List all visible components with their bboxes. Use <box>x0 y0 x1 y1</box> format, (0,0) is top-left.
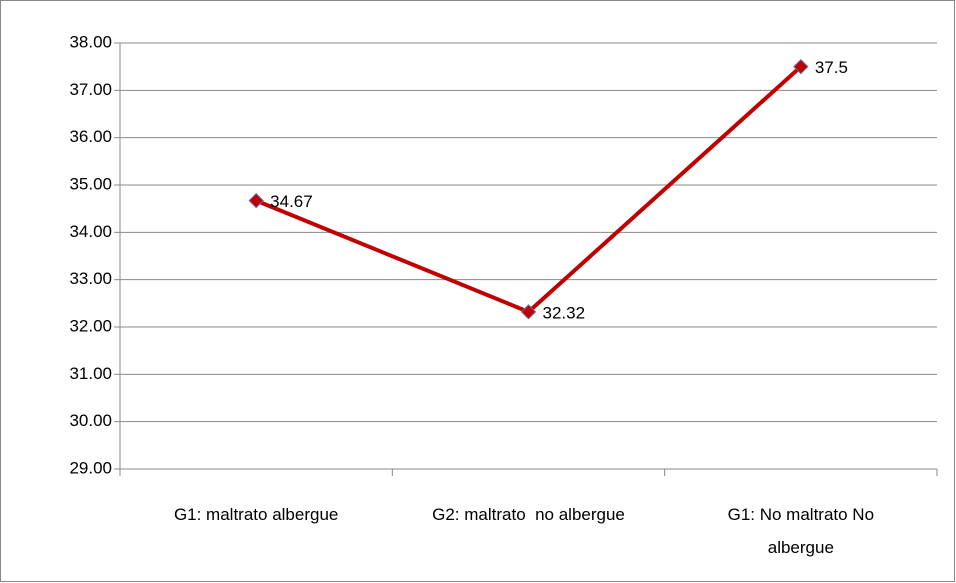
y-tick-label: 35.00 <box>69 174 112 193</box>
y-tick-label: 30.00 <box>69 411 112 430</box>
y-tick-label: 36.00 <box>69 127 112 146</box>
x-tick-label: G2: maltrato no albergue <box>432 505 625 524</box>
y-tick-label: 33.00 <box>69 269 112 288</box>
data-label: 37.5 <box>815 58 848 77</box>
x-tick-label: G1: No maltrato No albergue <box>727 505 879 557</box>
x-tick-label: G1: maltrato albergue <box>173 505 339 524</box>
data-label: 34.67 <box>270 192 313 211</box>
y-tick-label: 37.00 <box>69 80 112 99</box>
y-tick-label: 29.00 <box>69 458 112 477</box>
marker <box>248 192 264 209</box>
y-tick-label: 34.00 <box>69 222 112 241</box>
marker <box>793 58 809 75</box>
y-tick-label: 32.00 <box>69 316 112 335</box>
y-tick-label: 31.00 <box>69 364 112 383</box>
y-tick-label: 38.00 <box>69 32 112 51</box>
data-label: 32.32 <box>543 303 586 322</box>
marker <box>520 304 537 320</box>
